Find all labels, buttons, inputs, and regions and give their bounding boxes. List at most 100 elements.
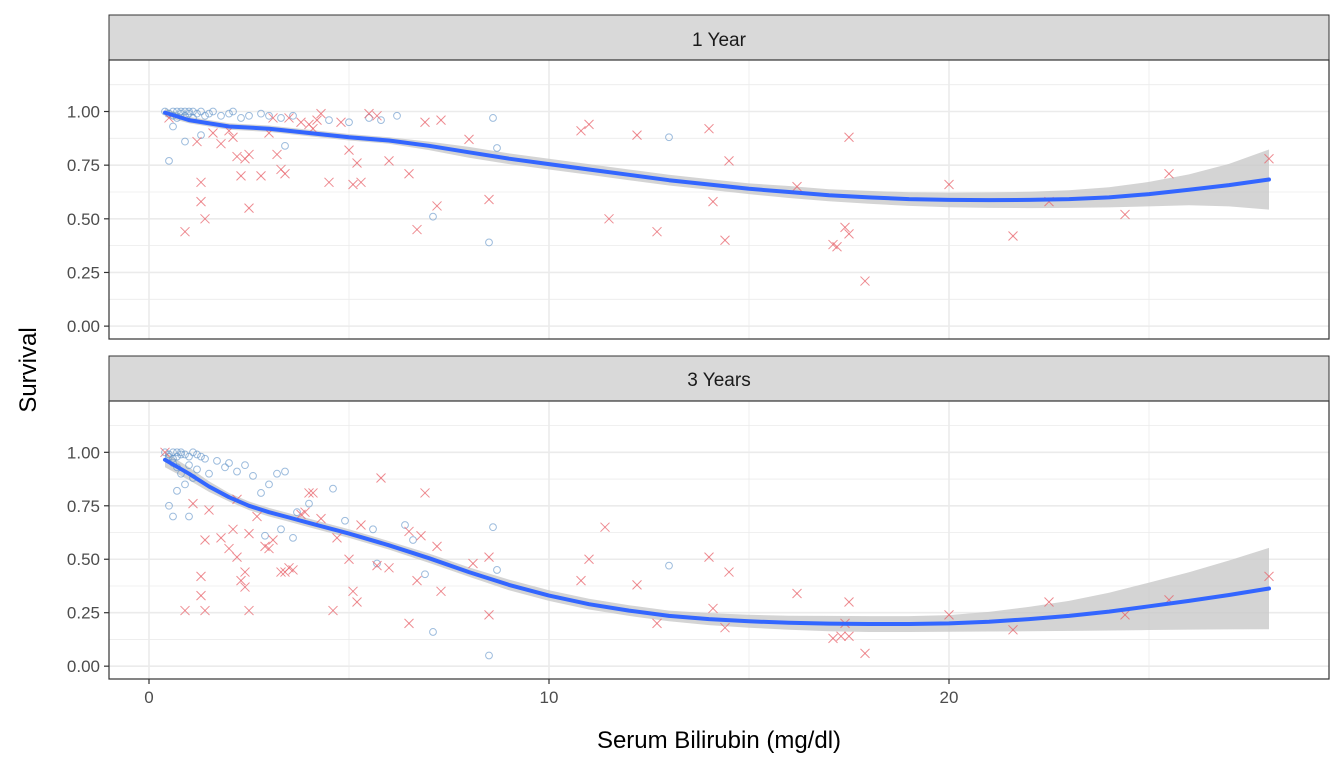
event-point: [652, 618, 662, 629]
event-point: [632, 130, 642, 140]
event-point: [412, 575, 422, 586]
censored-point: [213, 456, 221, 465]
censored-point: [377, 116, 385, 124]
event-point: [420, 117, 430, 128]
event-point: [844, 228, 854, 239]
event-point: [792, 181, 802, 192]
censored-point: [209, 107, 217, 116]
event-point: [944, 609, 954, 620]
event-point: [376, 473, 386, 483]
event-point: [436, 115, 446, 125]
y-axis-1yr: 0.00 0.25 0.50 0.75 1.00: [67, 103, 109, 336]
event-point: [464, 134, 474, 145]
event-point: [720, 235, 730, 246]
censored-point: [197, 452, 205, 461]
event-point: [828, 633, 838, 644]
event-point: [232, 151, 242, 162]
censored-point: [177, 107, 185, 116]
event-point: [180, 226, 190, 237]
censored-point: [401, 521, 409, 529]
event-point: [484, 609, 494, 620]
event-point: [584, 119, 594, 130]
censored-point: [229, 107, 237, 116]
censored-point: [185, 512, 193, 521]
x-tick-label: 0: [144, 688, 153, 707]
censored-point: [249, 471, 257, 480]
event-point: [372, 110, 382, 121]
censored-point: [485, 651, 493, 660]
censored-point: [205, 469, 213, 478]
censored-point: [369, 525, 377, 534]
y-tick-label: 0.50: [67, 210, 100, 229]
event-point: [356, 177, 366, 188]
censored-point: [221, 463, 229, 472]
confidence-band-1yr: [165, 108, 1269, 210]
censored-point: [289, 111, 297, 120]
censored-point: [201, 111, 209, 120]
event-point: [224, 543, 234, 554]
event-point: [236, 171, 246, 181]
event-point: [232, 552, 242, 562]
event-point: [576, 125, 586, 136]
event-point: [200, 605, 210, 616]
event-point: [576, 575, 586, 586]
event-point: [1008, 624, 1018, 635]
y-axis-3yr: 0.00 0.25 0.50 0.75 1.00: [67, 443, 109, 676]
y-tick-label: 1.00: [67, 443, 100, 462]
censored-point: [293, 508, 301, 517]
y-tick-label: 0.50: [67, 550, 100, 569]
event-point: [352, 597, 362, 607]
event-point: [484, 552, 494, 562]
panel-3yr: 3 Years 0.00 0.25 0.50 0.75 1.00: [67, 355, 1330, 680]
censored-point: [173, 452, 181, 461]
panel-border-1yr: [108, 59, 1330, 340]
censored-point: [177, 450, 185, 459]
event-point: [420, 488, 430, 498]
censored-point: [277, 525, 285, 534]
event-point: [840, 222, 850, 233]
censored-point: [201, 454, 209, 463]
censored-point: [193, 465, 201, 474]
censored-point: [241, 461, 249, 470]
event-point: [416, 530, 426, 541]
event-point: [256, 171, 266, 181]
event-point: [268, 535, 278, 545]
censored-point: [485, 238, 493, 247]
event-point: [316, 513, 326, 524]
event-point: [704, 552, 714, 562]
event-point: [384, 156, 394, 166]
smooth-line-1yr: [163, 110, 1271, 203]
event-point: [196, 177, 206, 188]
y-tick-label: 1.00: [67, 103, 100, 122]
censored-point: [289, 533, 297, 542]
event-point: [216, 533, 226, 543]
event-point: [344, 554, 354, 565]
event-point: [316, 108, 326, 119]
censored-point: [365, 114, 373, 122]
event-point: [720, 622, 730, 633]
censored-point: [177, 448, 185, 457]
event-point: [844, 631, 854, 642]
event-point: [632, 580, 642, 590]
y-tick-label: 0.75: [67, 156, 100, 175]
censored-point: [193, 109, 201, 118]
x-tick-label: 10: [540, 688, 559, 707]
panel-background-3yr: [109, 401, 1329, 679]
censored-point: [185, 109, 193, 118]
censored-point: [185, 107, 193, 116]
censored-point: [345, 118, 353, 127]
event-point: [792, 588, 802, 599]
censored-point: [161, 448, 169, 457]
event-point: [860, 276, 870, 286]
censored-points-1yr: [161, 107, 673, 247]
y-tick-label: 0.75: [67, 497, 100, 516]
event-point: [192, 136, 202, 147]
censored-point: [165, 501, 173, 510]
y-tick-label: 0.00: [67, 317, 100, 336]
panel-border-3yr: [108, 400, 1330, 680]
censored-point: [429, 628, 437, 636]
y-tick-label: 0.25: [67, 263, 100, 282]
event-point: [228, 132, 238, 143]
event-point: [288, 565, 298, 575]
